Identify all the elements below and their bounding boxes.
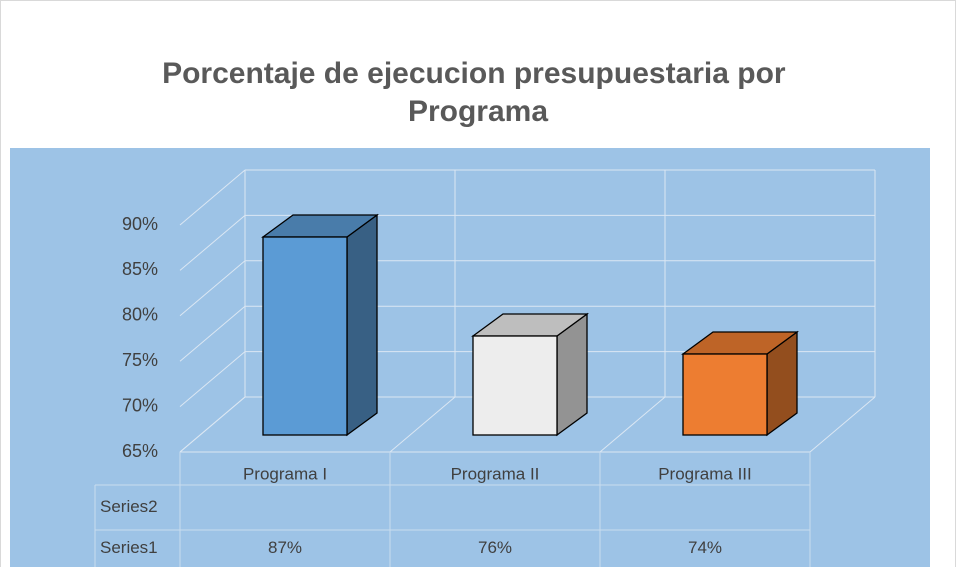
floor-line xyxy=(179,396,246,453)
y-tick-label: 70% xyxy=(122,395,158,415)
grid-line xyxy=(179,351,246,407)
grid-line xyxy=(179,169,246,226)
bar xyxy=(261,213,379,437)
floor-line xyxy=(599,396,666,453)
grid-line xyxy=(179,305,246,362)
y-tick-label: 65% xyxy=(122,441,158,461)
data-label: 74% xyxy=(688,538,722,557)
data-label: 76% xyxy=(478,538,512,557)
legend-label: Series2 xyxy=(100,497,158,516)
data-label: 87% xyxy=(268,538,302,557)
bar-face xyxy=(472,335,558,436)
x-tick-label: Programa III xyxy=(658,464,752,483)
chart-title: Porcentaje de ejecucion presupuestaria p… xyxy=(162,57,794,128)
bar xyxy=(681,330,799,437)
floor-line xyxy=(389,396,456,453)
y-tick-label: 85% xyxy=(122,259,158,279)
bar-face xyxy=(262,236,348,436)
bar-face xyxy=(682,353,768,436)
x-tick-label: Programa II xyxy=(451,464,540,483)
legend-label: Series1 xyxy=(100,538,158,557)
x-tick-label: Programa I xyxy=(243,464,327,483)
grid-line xyxy=(179,215,246,271)
bar xyxy=(471,312,589,437)
y-tick-label: 75% xyxy=(122,350,158,370)
grid-line xyxy=(179,260,246,317)
y-tick-label: 80% xyxy=(122,305,158,325)
y-tick-label: 90% xyxy=(122,214,158,234)
bar-face xyxy=(346,213,378,437)
floor-line xyxy=(809,396,876,453)
